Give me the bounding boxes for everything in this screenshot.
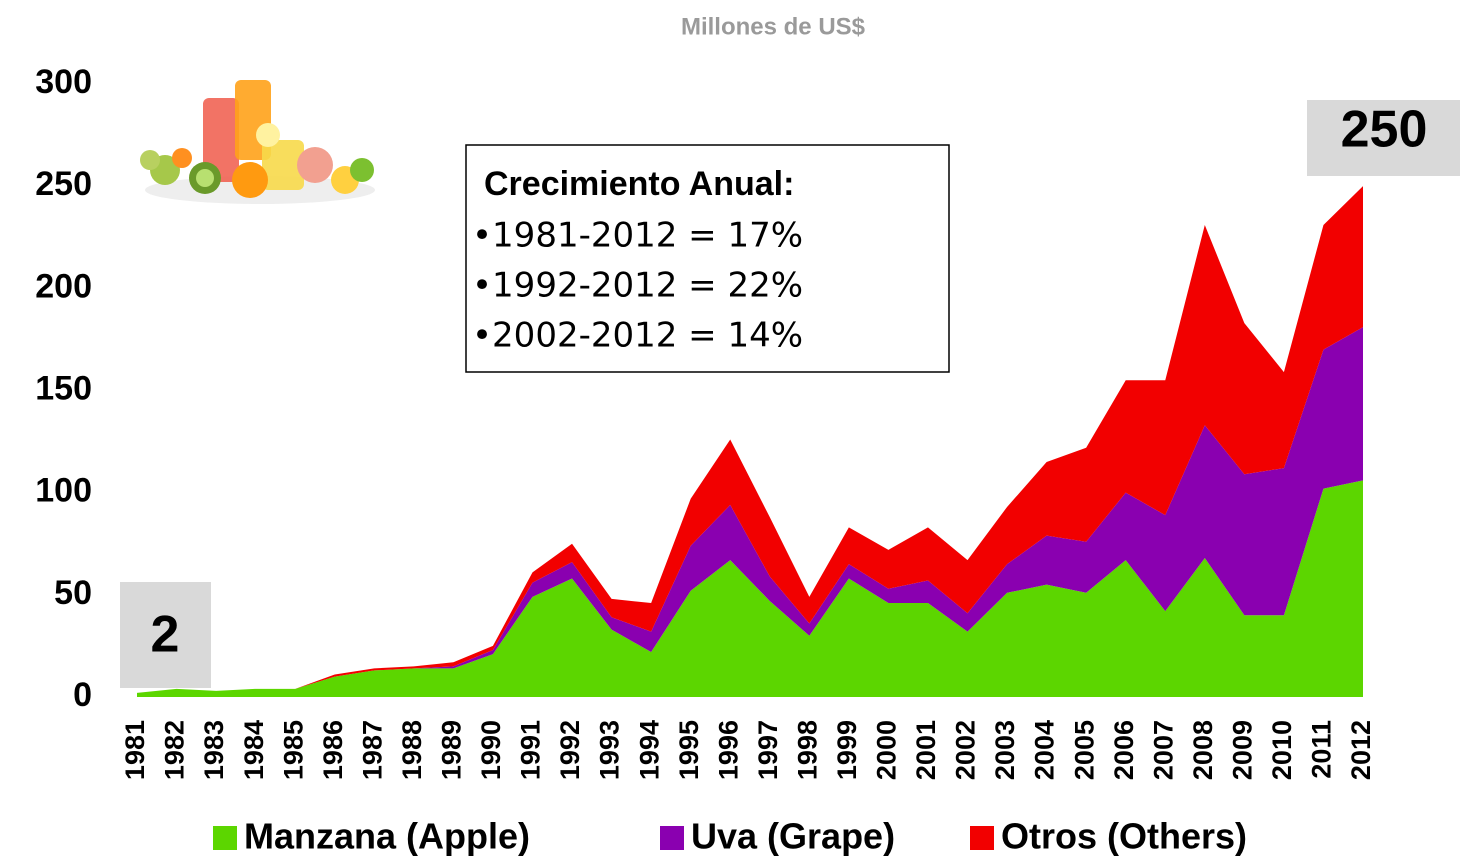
x-tick-label: 2010 [1267, 720, 1297, 780]
x-tick-label: 1981 [120, 720, 150, 780]
area [137, 186, 1363, 693]
area [137, 480, 1363, 697]
y-tick-label: 100 [35, 472, 92, 510]
x-tick-label: 1991 [516, 720, 546, 780]
x-tick-label: 1986 [318, 720, 348, 780]
legend-label: Manzana (Apple) [244, 816, 530, 857]
x-tick-label: 1996 [713, 720, 743, 780]
x-tick-label: 1984 [239, 720, 269, 780]
y-tick-label: 50 [54, 574, 92, 612]
x-tick-label: 1983 [199, 720, 229, 780]
x-tick-label: 1989 [437, 720, 467, 780]
x-tick-label: 2006 [1109, 720, 1139, 780]
y-tick-label: 0 [73, 676, 92, 714]
y-tick-label: 250 [35, 165, 92, 203]
x-tick-label: 1985 [278, 720, 308, 780]
x-tick-label: 1990 [476, 720, 506, 780]
box-title: Crecimiento Anual: [484, 165, 794, 203]
fruit-image [140, 80, 375, 204]
y-tick-label: 150 [35, 369, 92, 407]
x-tick-label: 2002 [951, 720, 981, 780]
x-tick-label: 1987 [357, 720, 387, 780]
legend-swatch [970, 826, 994, 850]
callout-box [1307, 100, 1460, 176]
x-tick-label: 2001 [911, 720, 941, 780]
callout: 250 [1341, 101, 1428, 159]
x-tick-label: 1988 [397, 720, 427, 780]
area [137, 327, 1363, 693]
x-tick-label: 2005 [1069, 720, 1099, 780]
x-tick-label: 1995 [674, 720, 704, 780]
callout: 2 [151, 606, 180, 664]
x-tick-label: 1992 [555, 720, 585, 780]
legend-label: Otros (Others) [1001, 816, 1247, 857]
x-tick-label: 1994 [634, 720, 664, 780]
x-tick-label: 1999 [832, 720, 862, 780]
x-tick-label: 2008 [1188, 720, 1218, 780]
x-tick-label: 2007 [1148, 720, 1178, 780]
x-tick-label: 1982 [160, 720, 190, 780]
chart-title: Millones de US$ [681, 13, 866, 40]
legend-swatch [213, 826, 237, 850]
x-tick-label: 2009 [1227, 720, 1257, 780]
legend-swatch [660, 826, 684, 850]
x-tick-label: 2000 [872, 720, 902, 780]
x-tick-label: 1998 [792, 720, 822, 780]
legend-label: Uva (Grape) [691, 816, 895, 857]
y-tick-label: 300 [35, 63, 92, 101]
x-tick-label: 1993 [595, 720, 625, 780]
x-tick-label: 1997 [753, 720, 783, 780]
box-line: •2002-2012 = 14% [472, 316, 803, 356]
box-line: •1992-2012 = 22% [472, 266, 803, 306]
x-tick-label: 2004 [1030, 720, 1060, 780]
box-line: •1981-2012 = 17% [472, 216, 803, 256]
callout-box [120, 582, 211, 688]
annotation-box [465, 144, 950, 373]
x-tick-label: 2011 [1307, 720, 1337, 779]
x-tick-label: 2012 [1346, 720, 1376, 780]
y-tick-label: 200 [35, 267, 92, 305]
x-tick-label: 2003 [990, 720, 1020, 780]
